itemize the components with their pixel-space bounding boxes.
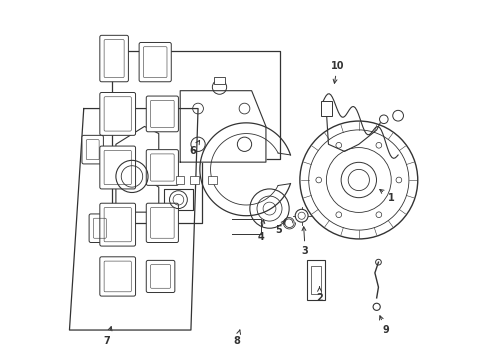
Bar xyxy=(321,102,331,116)
Polygon shape xyxy=(180,91,265,162)
FancyBboxPatch shape xyxy=(146,96,178,132)
Polygon shape xyxy=(164,189,192,210)
Bar xyxy=(207,176,216,184)
FancyBboxPatch shape xyxy=(82,135,103,164)
Text: 2: 2 xyxy=(316,287,322,303)
FancyBboxPatch shape xyxy=(139,42,171,82)
Polygon shape xyxy=(116,126,159,212)
Bar xyxy=(176,176,184,184)
Text: 8: 8 xyxy=(233,330,240,346)
FancyBboxPatch shape xyxy=(100,35,128,82)
Text: 9: 9 xyxy=(379,316,388,335)
FancyBboxPatch shape xyxy=(100,146,135,189)
FancyBboxPatch shape xyxy=(146,150,178,185)
FancyBboxPatch shape xyxy=(100,203,135,246)
Bar xyxy=(190,176,198,184)
FancyBboxPatch shape xyxy=(146,260,175,293)
Text: 7: 7 xyxy=(103,327,112,346)
Text: 1: 1 xyxy=(379,189,393,203)
Bar xyxy=(310,266,321,294)
Text: 3: 3 xyxy=(301,227,308,256)
FancyBboxPatch shape xyxy=(146,203,178,243)
Text: 4: 4 xyxy=(257,220,264,242)
Bar xyxy=(214,77,224,84)
FancyBboxPatch shape xyxy=(89,214,110,243)
FancyBboxPatch shape xyxy=(100,257,135,296)
Bar xyxy=(306,260,324,300)
Text: 6: 6 xyxy=(189,140,199,157)
Text: 10: 10 xyxy=(330,61,344,83)
Text: 5: 5 xyxy=(274,220,285,235)
FancyBboxPatch shape xyxy=(100,93,135,135)
